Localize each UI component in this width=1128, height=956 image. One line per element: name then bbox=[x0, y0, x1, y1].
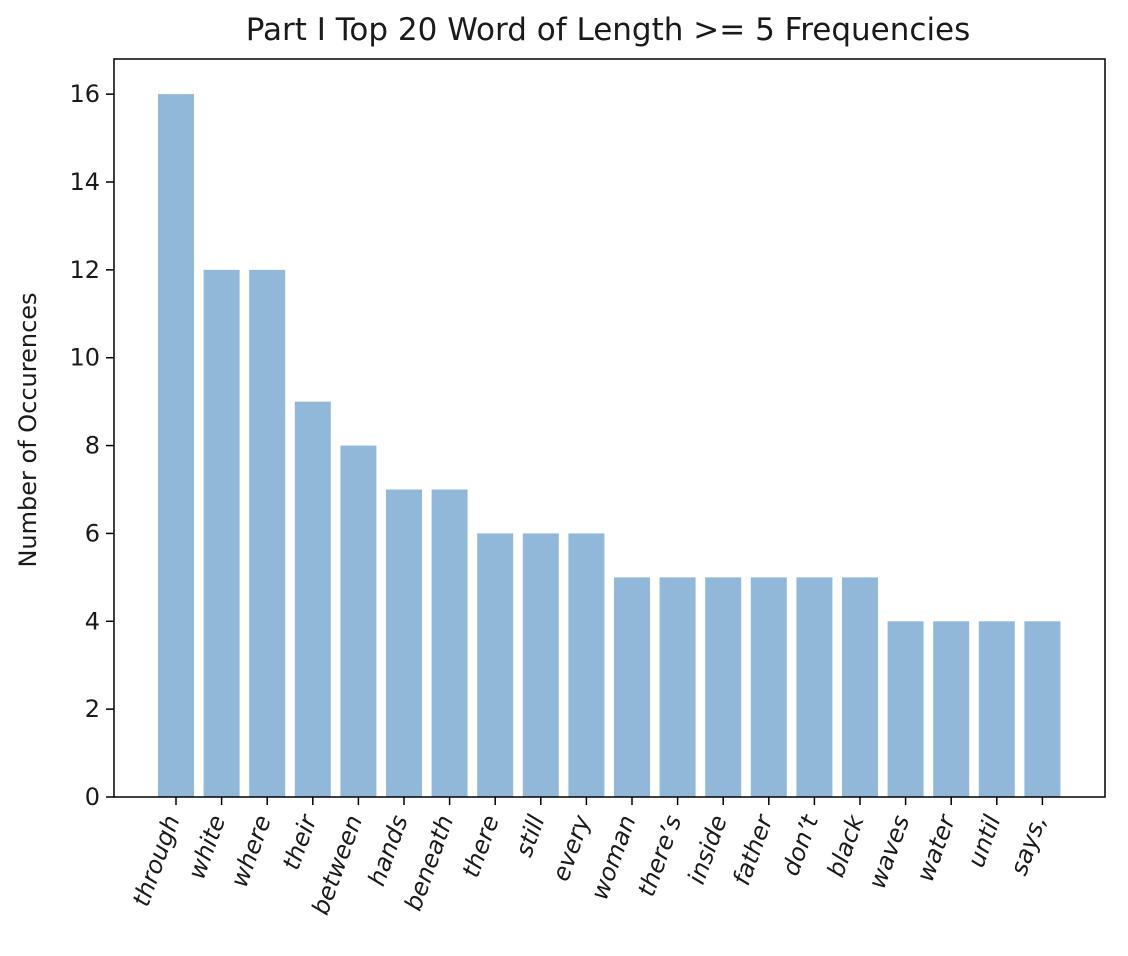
bar-5 bbox=[386, 489, 422, 797]
x-tick-label: says, bbox=[1005, 811, 1052, 878]
y-tick-label: 8 bbox=[85, 432, 100, 460]
bar-8 bbox=[522, 533, 559, 797]
y-tick-label: 6 bbox=[85, 519, 100, 547]
x-tick-label: don’t bbox=[776, 810, 824, 879]
x-tick-label: inside bbox=[682, 811, 733, 887]
bar-18 bbox=[978, 621, 1015, 797]
chart-title: Part I Top 20 Word of Length >= 5 Freque… bbox=[246, 12, 971, 48]
bars-layer bbox=[158, 94, 1061, 797]
bar-16 bbox=[887, 621, 924, 797]
x-tick-label: white bbox=[182, 811, 231, 882]
x-tick-label: until bbox=[962, 811, 1007, 871]
y-axis: 0 2 4 6 8 10 12 14 16 bbox=[69, 80, 114, 811]
x-tick-label: black bbox=[822, 810, 870, 880]
x-tick-label: father bbox=[727, 809, 779, 889]
bar-4 bbox=[340, 445, 377, 797]
y-tick-label: 4 bbox=[85, 607, 100, 635]
x-tick-label: their bbox=[277, 809, 323, 873]
bar-14 bbox=[796, 577, 833, 797]
x-tick-label: there’s bbox=[632, 811, 687, 900]
bar-19 bbox=[1024, 621, 1061, 797]
bar-12 bbox=[705, 577, 742, 797]
x-tick-label: where bbox=[225, 811, 277, 890]
y-tick-label: 10 bbox=[69, 344, 100, 372]
y-tick-label: 14 bbox=[69, 168, 100, 196]
x-tick-label: every bbox=[547, 811, 597, 885]
x-tick-label: waves bbox=[863, 811, 915, 892]
x-tick-label: water bbox=[911, 809, 961, 885]
y-tick-label: 2 bbox=[85, 695, 100, 723]
bar-10 bbox=[614, 577, 650, 797]
bar-1 bbox=[203, 269, 240, 797]
x-tick-label: there bbox=[457, 811, 505, 881]
bar-6 bbox=[431, 489, 468, 797]
bar-3 bbox=[294, 401, 331, 797]
bar-0 bbox=[158, 94, 194, 797]
bar-11 bbox=[659, 577, 696, 797]
bar-17 bbox=[933, 621, 970, 797]
y-axis-label: Number of Occurences bbox=[14, 292, 42, 567]
bar-13 bbox=[750, 577, 787, 797]
x-tick-label: still bbox=[510, 811, 551, 860]
y-tick-label: 12 bbox=[69, 256, 100, 284]
y-tick-label: 0 bbox=[85, 783, 100, 811]
bar-15 bbox=[842, 577, 878, 797]
bar-9 bbox=[568, 533, 605, 797]
bar-2 bbox=[249, 269, 286, 797]
bar-7 bbox=[477, 533, 514, 797]
plot-frame bbox=[113, 58, 1106, 798]
x-tick-label: hands bbox=[362, 811, 413, 889]
x-tick-label: through bbox=[127, 811, 186, 910]
y-tick-label: 16 bbox=[69, 80, 100, 108]
